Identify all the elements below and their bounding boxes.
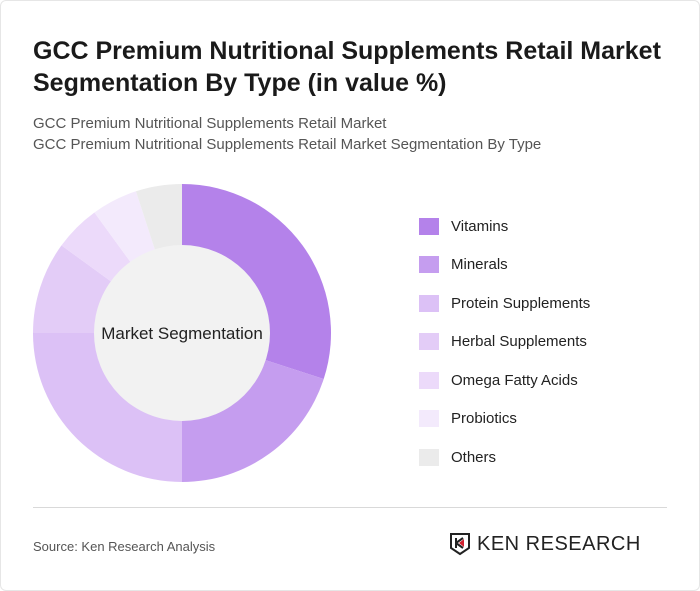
chart-subtitle: GCC Premium Nutritional Supplements Reta… (33, 115, 387, 132)
chart-subtitle-2: GCC Premium Nutritional Supplements Reta… (33, 136, 542, 153)
legend-label: Herbal Supplements (451, 333, 587, 351)
donut-center (94, 245, 270, 421)
legend-label: Protein Supplements (451, 294, 591, 312)
legend-swatch (419, 448, 439, 466)
legend-swatch (419, 294, 439, 312)
legend-label: Others (451, 448, 497, 466)
legend-item[interactable]: Protein Supplements (419, 284, 590, 323)
source-note: Source: Ken Research Analysis (33, 539, 216, 554)
logo-text: KEN RESEARCH (477, 532, 641, 555)
logo-icon (450, 533, 470, 556)
center-label: Market Segmentation (101, 324, 263, 343)
legend-label: Probiotics (451, 410, 517, 428)
legend-item[interactable]: Minerals (419, 246, 590, 285)
legend-item[interactable]: Omega Fatty Acids (419, 361, 590, 400)
legend: Vitamins Minerals Protein Supplements Herba… (419, 207, 590, 477)
legend-swatch (419, 217, 439, 235)
legend-swatch (419, 410, 439, 428)
divider (33, 507, 667, 508)
legend-swatch (419, 256, 439, 274)
legend-label: Omega Fatty Acids (451, 371, 578, 389)
legend-item[interactable]: Probiotics (419, 400, 590, 439)
legend-swatch (419, 371, 439, 389)
ken-research-logo: KEN RESEARCH (449, 532, 641, 556)
legend-item[interactable]: Others (419, 438, 590, 477)
legend-swatch (419, 333, 439, 351)
legend-item[interactable]: Vitamins (419, 207, 590, 246)
chart-title: GCC Premium Nutritional Supplements Reta… (33, 37, 661, 97)
legend-label: Vitamins (451, 217, 509, 235)
legend-label: Minerals (451, 256, 508, 274)
legend-item[interactable]: Herbal Supplements (419, 323, 590, 362)
